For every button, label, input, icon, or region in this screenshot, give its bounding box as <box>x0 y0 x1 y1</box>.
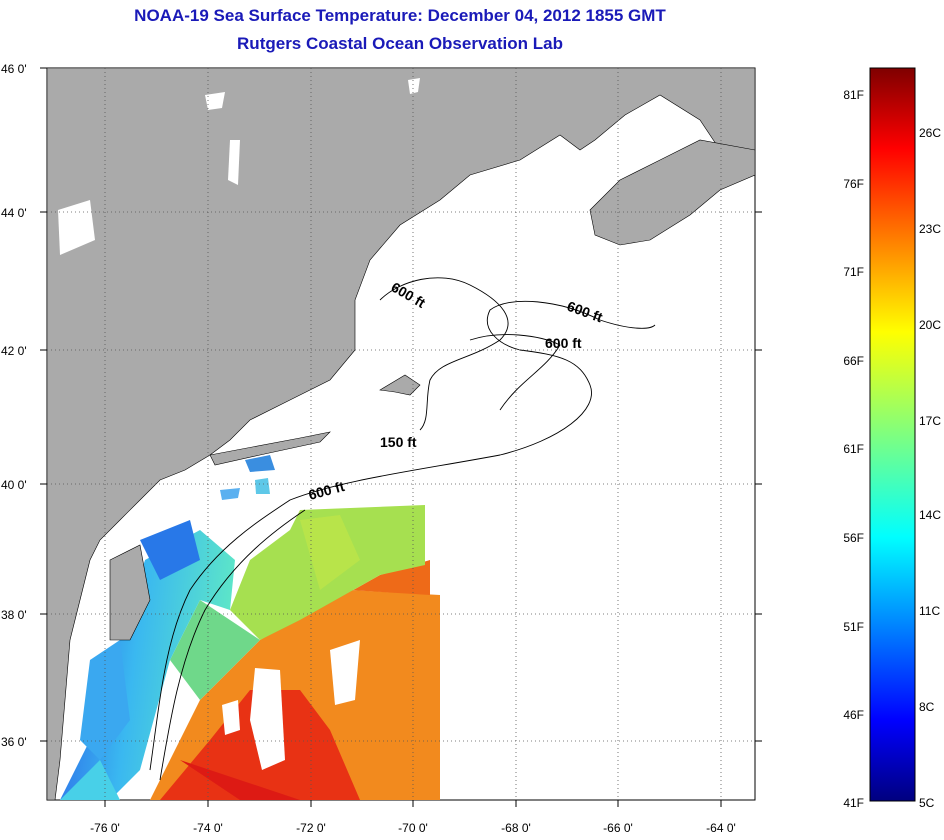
colorbar-gradient <box>869 67 916 802</box>
lat-label: 42 0' <box>1 344 27 358</box>
bathymetry-contours <box>149 277 656 781</box>
map-title: NOAA-19 Sea Surface Temperature: Decembe… <box>134 6 666 25</box>
colorbar-celsius-labels: 26C 23C 20C 17C 14C 11C 8C 5C <box>919 126 941 810</box>
cb-f-label: 51F <box>843 620 864 634</box>
lon-label: -70 0' <box>398 821 428 835</box>
longitude-labels: -76 0' -74 0' -72 0' -70 0' -68 0' -66 0… <box>90 821 736 835</box>
cb-c-label: 26C <box>919 126 941 140</box>
lat-label: 36 0' <box>1 735 27 749</box>
landmass <box>47 68 755 800</box>
cb-f-label: 61F <box>843 442 864 456</box>
cb-c-label: 8C <box>919 700 935 714</box>
cb-f-label: 66F <box>843 354 864 368</box>
cb-c-label: 5C <box>919 796 935 810</box>
colorbar-fahrenheit-labels: 81F 76F 71F 66F 61F 56F 51F 46F 41F <box>843 88 864 810</box>
lat-label: 44 0' <box>1 206 27 220</box>
cb-f-label: 76F <box>843 177 864 191</box>
latitude-labels: 46 0' 44 0' 42 0' 40 0' 38 0' 36 0' <box>1 62 27 749</box>
contour-label: 600 ft <box>545 335 582 351</box>
cb-f-label: 56F <box>843 531 864 545</box>
sst-data-field <box>60 455 440 800</box>
lat-label: 46 0' <box>1 62 27 76</box>
lat-label: 38 0' <box>1 608 27 622</box>
cb-c-label: 20C <box>919 318 941 332</box>
temperature-colorbar: 81F 76F 71F 66F 61F 56F 51F 46F 41F 26C … <box>843 67 941 810</box>
cb-c-label: 14C <box>919 508 941 522</box>
lat-label: 40 0' <box>1 478 27 492</box>
lon-label: -66 0' <box>603 821 633 835</box>
cb-f-label: 71F <box>843 265 864 279</box>
map-subtitle: Rutgers Coastal Ocean Observation Lab <box>237 34 563 53</box>
lon-label: -68 0' <box>501 821 531 835</box>
cb-c-label: 11C <box>919 604 940 618</box>
cb-f-label: 81F <box>843 88 864 102</box>
inland-lakes <box>58 78 420 255</box>
lon-label: -64 0' <box>706 821 736 835</box>
contour-label: 150 ft <box>380 434 417 450</box>
lon-label: -74 0' <box>193 821 223 835</box>
axis-ticks <box>40 67 762 807</box>
cb-c-label: 23C <box>919 222 941 236</box>
cb-f-label: 46F <box>843 708 864 722</box>
cb-f-label: 41F <box>843 796 864 810</box>
cb-c-label: 17C <box>919 414 941 428</box>
lon-label: -72 0' <box>296 821 326 835</box>
lon-label: -76 0' <box>90 821 120 835</box>
